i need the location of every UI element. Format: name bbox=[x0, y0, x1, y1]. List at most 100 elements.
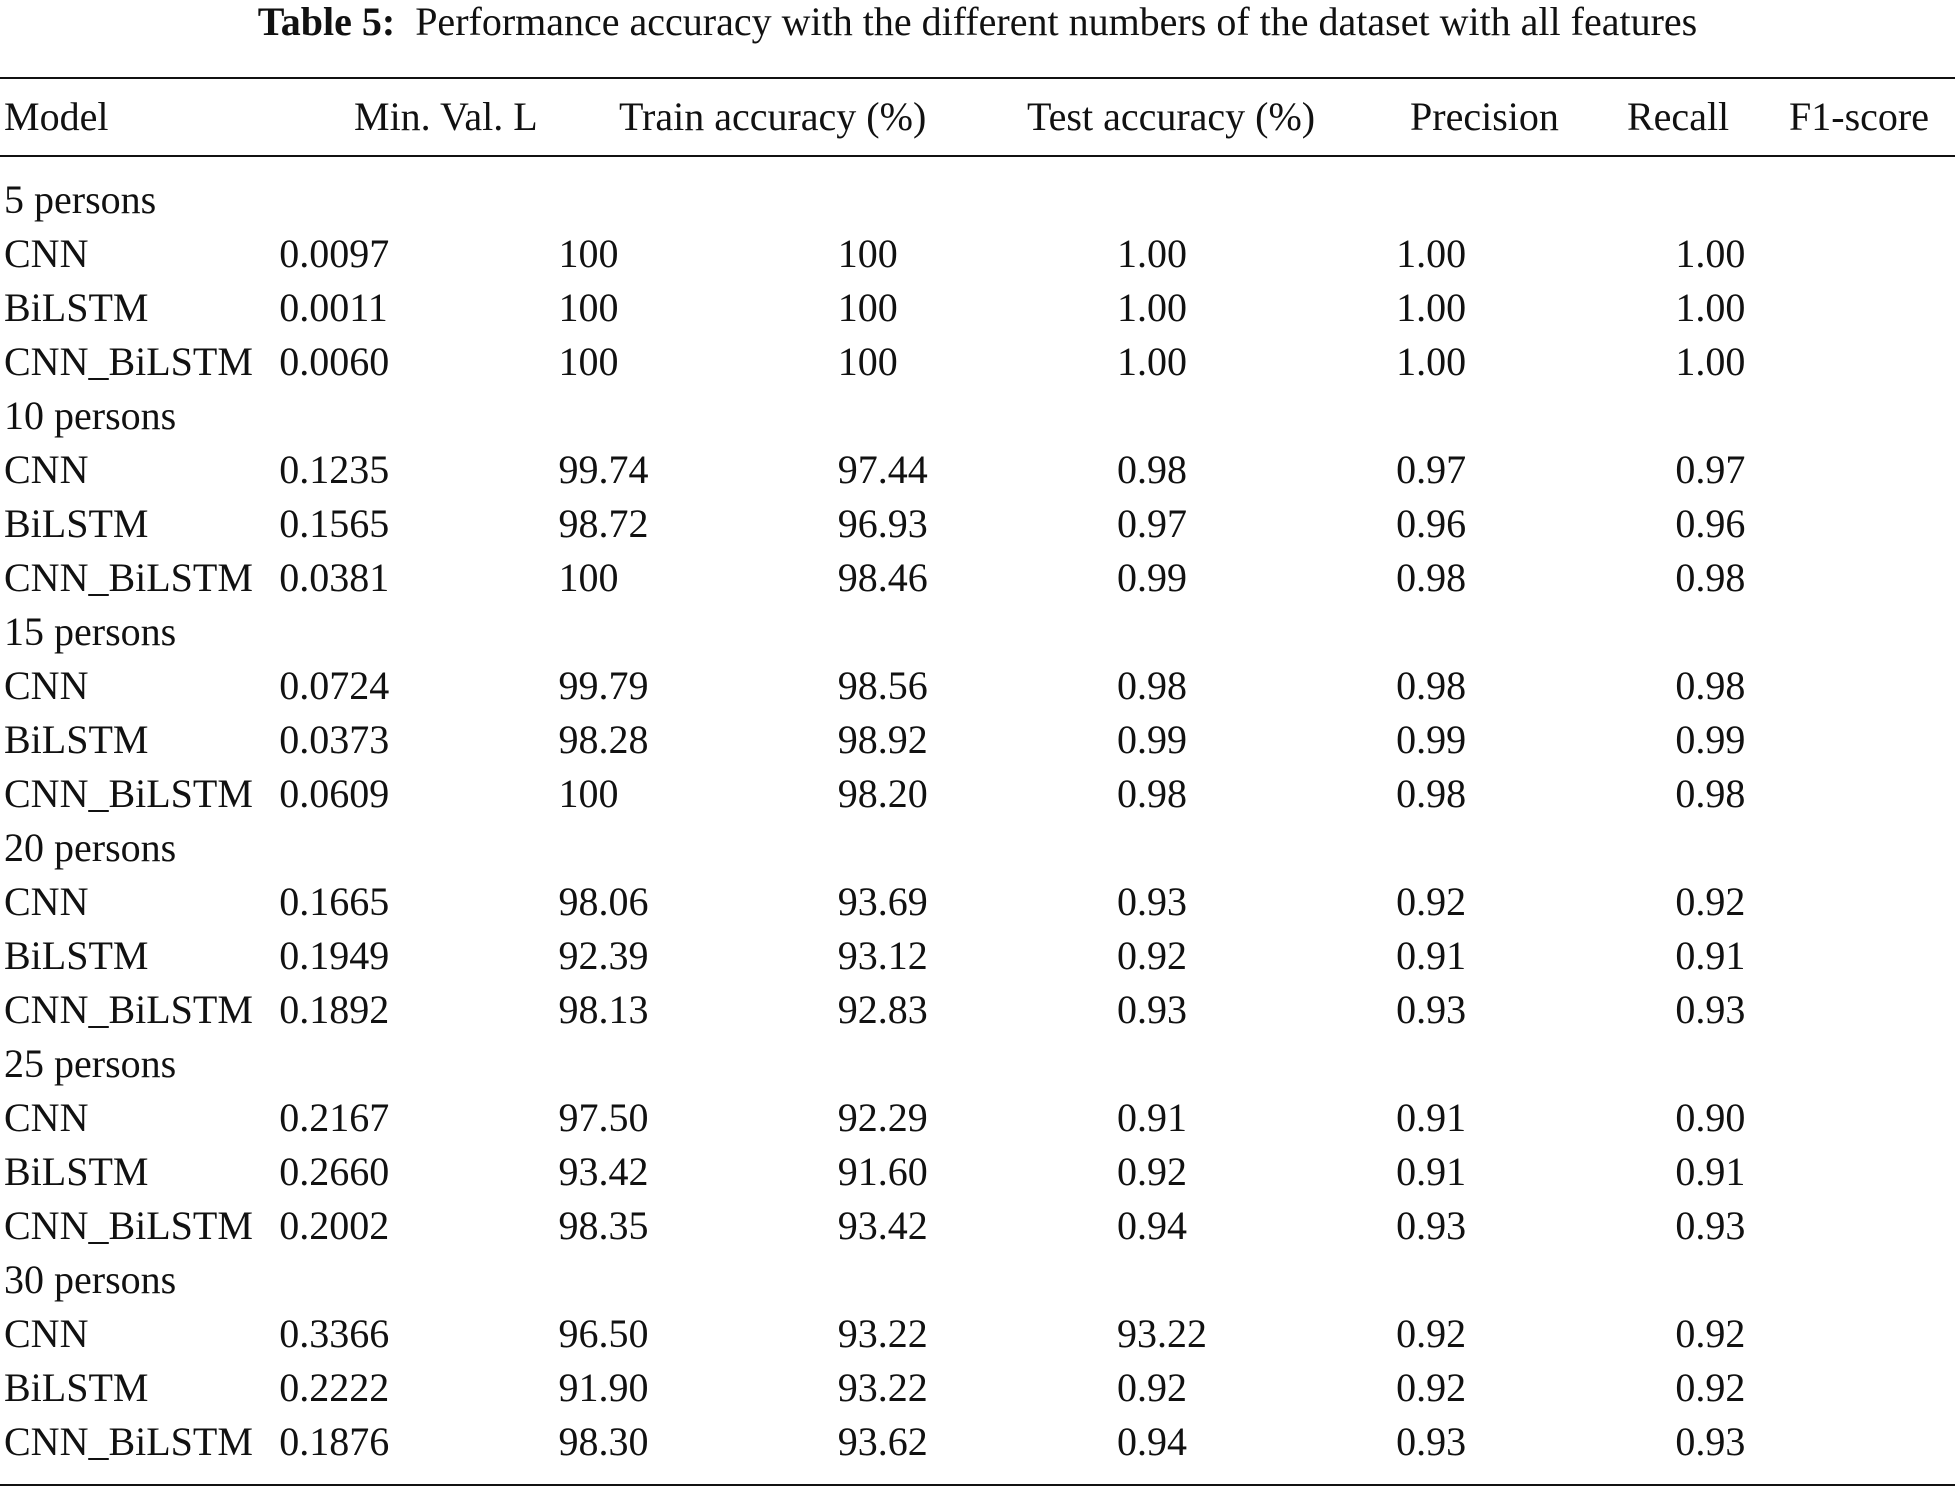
table-cell: 0.91 bbox=[1396, 932, 1467, 978]
table-cell: 0.98 bbox=[1116, 770, 1187, 816]
table-cell: 100 bbox=[837, 338, 898, 384]
table-row: BiLSTM 0.2222 91.90 93.22 0.92 0.92 0.92 bbox=[0, 1360, 1955, 1414]
table-cell: 97.50 bbox=[558, 1094, 649, 1140]
column-header-model: Model bbox=[4, 93, 109, 139]
table-cell: 0.98 bbox=[1396, 770, 1467, 816]
table-cell: 99.74 bbox=[558, 446, 649, 492]
table-cell: 92.29 bbox=[837, 1094, 928, 1140]
table-row: CNN_BiLSTM 0.0609 100 98.20 0.98 0.98 0.98 bbox=[0, 766, 1955, 820]
table-cell: 0.99 bbox=[1116, 716, 1187, 762]
table-cell: 96.50 bbox=[558, 1310, 649, 1356]
table-cell: CNN bbox=[4, 662, 89, 708]
table-cell: 93.42 bbox=[837, 1202, 928, 1248]
table-cell: 0.94 bbox=[1116, 1418, 1187, 1464]
table-cell: 0.93 bbox=[1675, 986, 1746, 1032]
table-cell: 93.62 bbox=[837, 1418, 928, 1464]
table-rows: 5 persons CNN 0.0097 100 100 1.00 1.00 1.00 BiLS… bbox=[0, 172, 1955, 1468]
table-row: CNN 0.1235 99.74 97.44 0.98 0.97 0.97 bbox=[0, 442, 1955, 496]
table-cell: 0.92 bbox=[1116, 932, 1187, 978]
group-label: 30 persons bbox=[4, 1256, 177, 1302]
group-label: 5 persons bbox=[4, 176, 157, 222]
table-row: CNN 0.0097 100 100 1.00 1.00 1.00 bbox=[0, 226, 1955, 280]
table-row: CNN_BiLSTM 0.0381 100 98.46 0.99 0.98 0.98 bbox=[0, 550, 1955, 604]
table-cell: 0.0060 bbox=[279, 338, 390, 384]
table-cell: 0.98 bbox=[1116, 446, 1187, 492]
group-label: 20 persons bbox=[4, 824, 177, 870]
group-row: 30 persons bbox=[0, 1252, 1955, 1306]
table-header: Model Min. Val. L Train accuracy (%) Tes… bbox=[0, 80, 1955, 152]
table-cell: 0.98 bbox=[1396, 554, 1467, 600]
table-cell: 0.92 bbox=[1396, 878, 1467, 924]
table-cell: 0.92 bbox=[1396, 1364, 1467, 1410]
table-cell: 0.91 bbox=[1396, 1094, 1467, 1140]
table-cell: 1.00 bbox=[1116, 230, 1187, 276]
table-cell: BiLSTM bbox=[4, 716, 149, 762]
column-header-recall: Recall bbox=[1627, 93, 1730, 139]
table-row: CNN 0.3366 96.50 93.22 93.22 0.92 0.92 bbox=[0, 1306, 1955, 1360]
table-cell: 0.92 bbox=[1396, 1310, 1467, 1356]
table-cell: 0.98 bbox=[1675, 770, 1746, 816]
column-header-f1-score: F1-score bbox=[1789, 93, 1929, 139]
table-cell: 0.1665 bbox=[279, 878, 390, 924]
table-cell: BiLSTM bbox=[4, 932, 149, 978]
table-cell: 1.00 bbox=[1116, 284, 1187, 330]
table-cell: 100 bbox=[558, 230, 619, 276]
table-cell: 0.92 bbox=[1675, 1364, 1746, 1410]
table-cell: 0.98 bbox=[1396, 662, 1467, 708]
top-rule bbox=[0, 77, 1955, 79]
table-row: CNN 0.0724 99.79 98.56 0.98 0.98 0.98 bbox=[0, 658, 1955, 712]
table-row: BiLSTM 0.0373 98.28 98.92 0.99 0.99 0.99 bbox=[0, 712, 1955, 766]
table-cell: 0.3366 bbox=[279, 1310, 390, 1356]
table-cell: 98.56 bbox=[837, 662, 928, 708]
table-cell: 0.91 bbox=[1675, 932, 1746, 978]
table-cell: 0.97 bbox=[1675, 446, 1746, 492]
table-cell: 0.93 bbox=[1116, 986, 1187, 1032]
table-cell: 0.0011 bbox=[279, 284, 388, 330]
table-cell: 0.93 bbox=[1396, 1202, 1467, 1248]
bottom-rule bbox=[0, 1484, 1955, 1486]
table-cell: BiLSTM bbox=[4, 284, 149, 330]
table-cell: 0.99 bbox=[1675, 716, 1746, 762]
table-cell: 0.92 bbox=[1116, 1364, 1187, 1410]
table-cell: CNN_BiLSTM bbox=[4, 554, 253, 600]
table-cell: 100 bbox=[558, 284, 619, 330]
table-cell: CNN bbox=[4, 1094, 89, 1140]
table-cell: 91.90 bbox=[558, 1364, 649, 1410]
table-cell: 93.22 bbox=[837, 1310, 928, 1356]
table-cell: 0.91 bbox=[1396, 1148, 1467, 1194]
group-label: 25 persons bbox=[4, 1040, 177, 1086]
table-cell: 0.0381 bbox=[279, 554, 390, 600]
table-cell: 100 bbox=[837, 230, 898, 276]
table-cell: 1.00 bbox=[1675, 230, 1746, 276]
table-row: CNN_BiLSTM 0.1892 98.13 92.83 0.93 0.93 0.93 bbox=[0, 982, 1955, 1036]
table-cell: 0.2002 bbox=[279, 1202, 390, 1248]
column-header-test-accuracy: Test accuracy (%) bbox=[1027, 93, 1316, 139]
group-row: 5 persons bbox=[0, 172, 1955, 226]
table-row: BiLSTM 0.1565 98.72 96.93 0.97 0.96 0.96 bbox=[0, 496, 1955, 550]
table-cell: 93.22 bbox=[837, 1364, 928, 1410]
table-cell: CNN_BiLSTM bbox=[4, 770, 253, 816]
table-cell: 1.00 bbox=[1396, 284, 1467, 330]
table-cell: 0.2660 bbox=[279, 1148, 390, 1194]
table-cell: 0.93 bbox=[1675, 1418, 1746, 1464]
table-cell: 0.2222 bbox=[279, 1364, 390, 1410]
table-cell: CNN bbox=[4, 878, 89, 924]
table-cell: 98.13 bbox=[558, 986, 649, 1032]
table-cell: 98.46 bbox=[837, 554, 928, 600]
table-cell: 100 bbox=[558, 554, 619, 600]
table-cell: 0.93 bbox=[1675, 1202, 1746, 1248]
table-cell: 96.93 bbox=[837, 500, 928, 546]
table-cell: 1.00 bbox=[1675, 284, 1746, 330]
group-label: 10 persons bbox=[4, 392, 177, 438]
table-cell: 98.30 bbox=[558, 1418, 649, 1464]
table-row: CNN 0.1665 98.06 93.69 0.93 0.92 0.92 bbox=[0, 874, 1955, 928]
table-cell: 0.1892 bbox=[279, 986, 390, 1032]
table-cell: CNN bbox=[4, 230, 89, 276]
table-cell: 93.22 bbox=[1116, 1310, 1207, 1356]
table-cell: 98.35 bbox=[558, 1202, 649, 1248]
table-cell: 93.69 bbox=[837, 878, 928, 924]
table-cell: 92.39 bbox=[558, 932, 649, 978]
group-row: 10 persons bbox=[0, 388, 1955, 442]
table-cell: 0.99 bbox=[1116, 554, 1187, 600]
table-cell: 0.93 bbox=[1116, 878, 1187, 924]
